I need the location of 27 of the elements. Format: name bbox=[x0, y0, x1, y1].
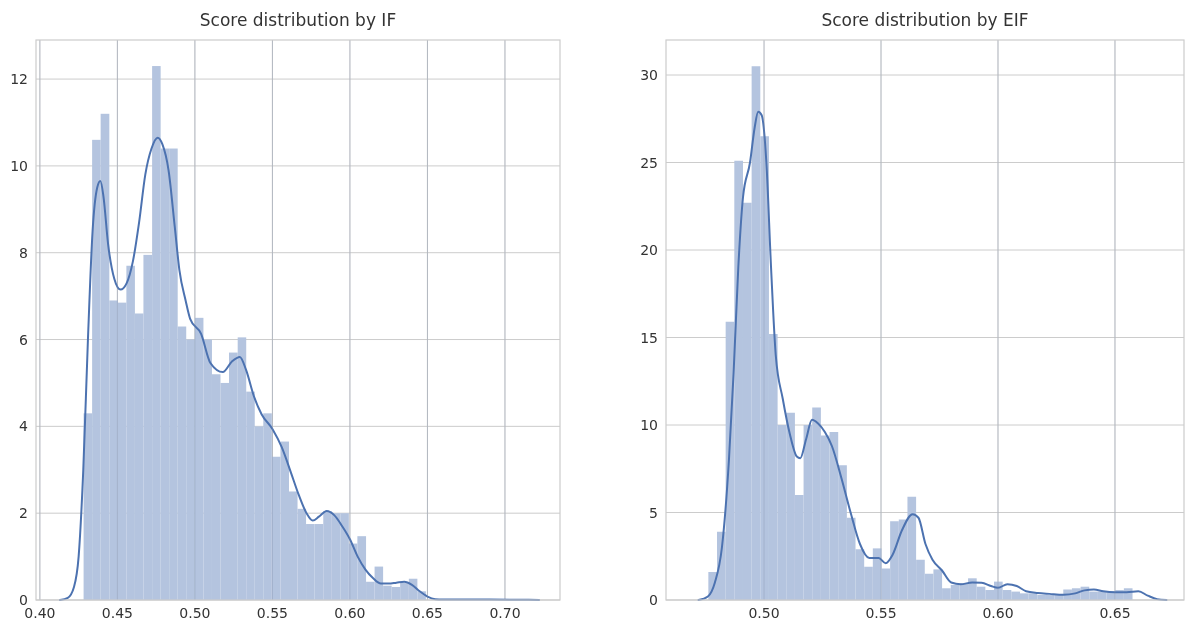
y-tick-label: 0 bbox=[19, 592, 28, 608]
y-tick-label: 4 bbox=[19, 418, 29, 435]
x-tick-label: 0.65 bbox=[411, 605, 444, 621]
y-tick-label: 12 bbox=[10, 71, 28, 88]
y-tick-label: 25 bbox=[640, 154, 658, 171]
x-tick-label: 0.55 bbox=[865, 605, 897, 621]
y-tick-label: 2 bbox=[19, 505, 28, 522]
y-tick-label: 0 bbox=[649, 592, 658, 608]
y-tick-label: 5 bbox=[649, 504, 658, 521]
chart-title: Score distribution by IF bbox=[199, 10, 397, 30]
y-tick-label: 10 bbox=[10, 157, 28, 174]
x-tick-label: 0.60 bbox=[982, 605, 1014, 621]
x-tick-label: 0.60 bbox=[334, 605, 366, 621]
x-tick-label: 0.65 bbox=[1099, 605, 1131, 621]
y-tick-label: 30 bbox=[640, 67, 658, 83]
y-tick-label: 10 bbox=[640, 417, 658, 433]
x-tick-label: 0.50 bbox=[748, 605, 780, 621]
y-tick-label: 6 bbox=[19, 331, 29, 348]
y-tick-label: 8 bbox=[19, 244, 28, 261]
x-tick-label: 0.50 bbox=[179, 605, 211, 621]
x-tick-label: 0.40 bbox=[24, 605, 56, 621]
x-tick-label: 0.55 bbox=[256, 605, 289, 621]
x-tick-label: 0.70 bbox=[489, 605, 521, 621]
x-tick-label: 0.45 bbox=[101, 605, 133, 621]
chart-title: Score distribution by EIF bbox=[821, 10, 1029, 30]
y-tick-label: 15 bbox=[640, 329, 658, 346]
y-tick-label: 20 bbox=[640, 242, 658, 258]
